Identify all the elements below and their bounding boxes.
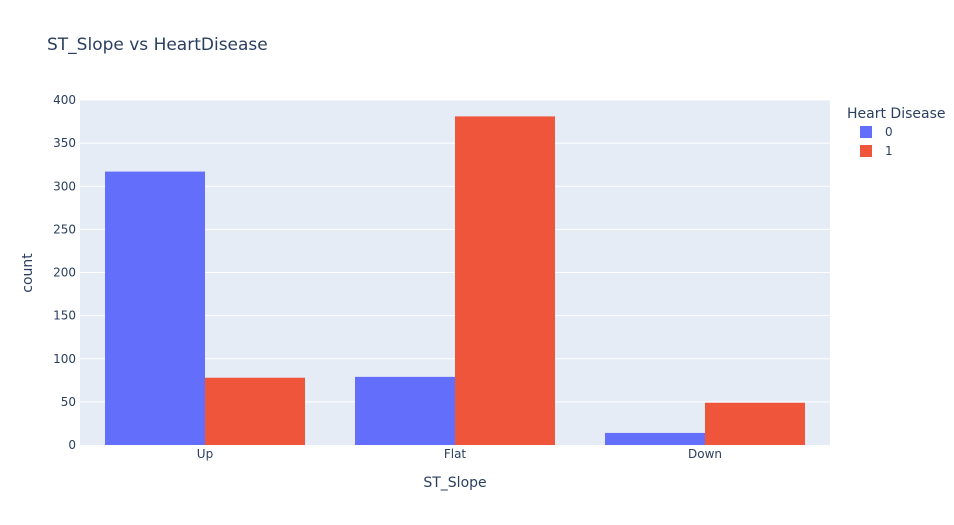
x-axis-ticks: Up Flat Down xyxy=(197,447,722,461)
bar-series-0-up xyxy=(105,171,205,445)
y-axis-title: count xyxy=(20,253,36,293)
legend-label[interactable]: 0 xyxy=(885,125,893,139)
y-tick-label: 50 xyxy=(61,395,76,409)
y-tick-label: 350 xyxy=(53,136,76,150)
bars xyxy=(105,116,805,445)
bar-series-1-flat xyxy=(455,116,555,445)
y-tick-label: 400 xyxy=(53,93,76,107)
bar-series-1-down xyxy=(705,402,805,445)
y-tick-label: 0 xyxy=(68,438,76,452)
x-tick-label: Flat xyxy=(444,447,467,461)
legend: Heart Disease 0 1 xyxy=(847,106,945,158)
y-tick-label: 100 xyxy=(53,352,76,366)
bar-series-0-down xyxy=(605,432,705,445)
x-tick-label: Up xyxy=(197,447,213,461)
legend-title: Heart Disease xyxy=(847,106,945,122)
y-tick-label: 200 xyxy=(53,266,76,280)
y-axis-ticks: 0 50 100 150 200 250 300 350 400 xyxy=(53,93,76,452)
legend-swatch[interactable] xyxy=(860,126,872,138)
x-tick-label: Down xyxy=(688,447,722,461)
x-axis-title: ST_Slope xyxy=(423,475,486,491)
y-tick-label: 150 xyxy=(53,309,76,323)
chart-title: ST_Slope vs HeartDisease xyxy=(47,35,268,55)
y-tick-label: 250 xyxy=(53,222,76,236)
bar-series-0-flat xyxy=(355,376,455,445)
bar-series-1-up xyxy=(205,377,305,445)
y-tick-label: 300 xyxy=(53,179,76,193)
legend-swatch[interactable] xyxy=(860,145,872,157)
legend-label[interactable]: 1 xyxy=(885,144,893,158)
